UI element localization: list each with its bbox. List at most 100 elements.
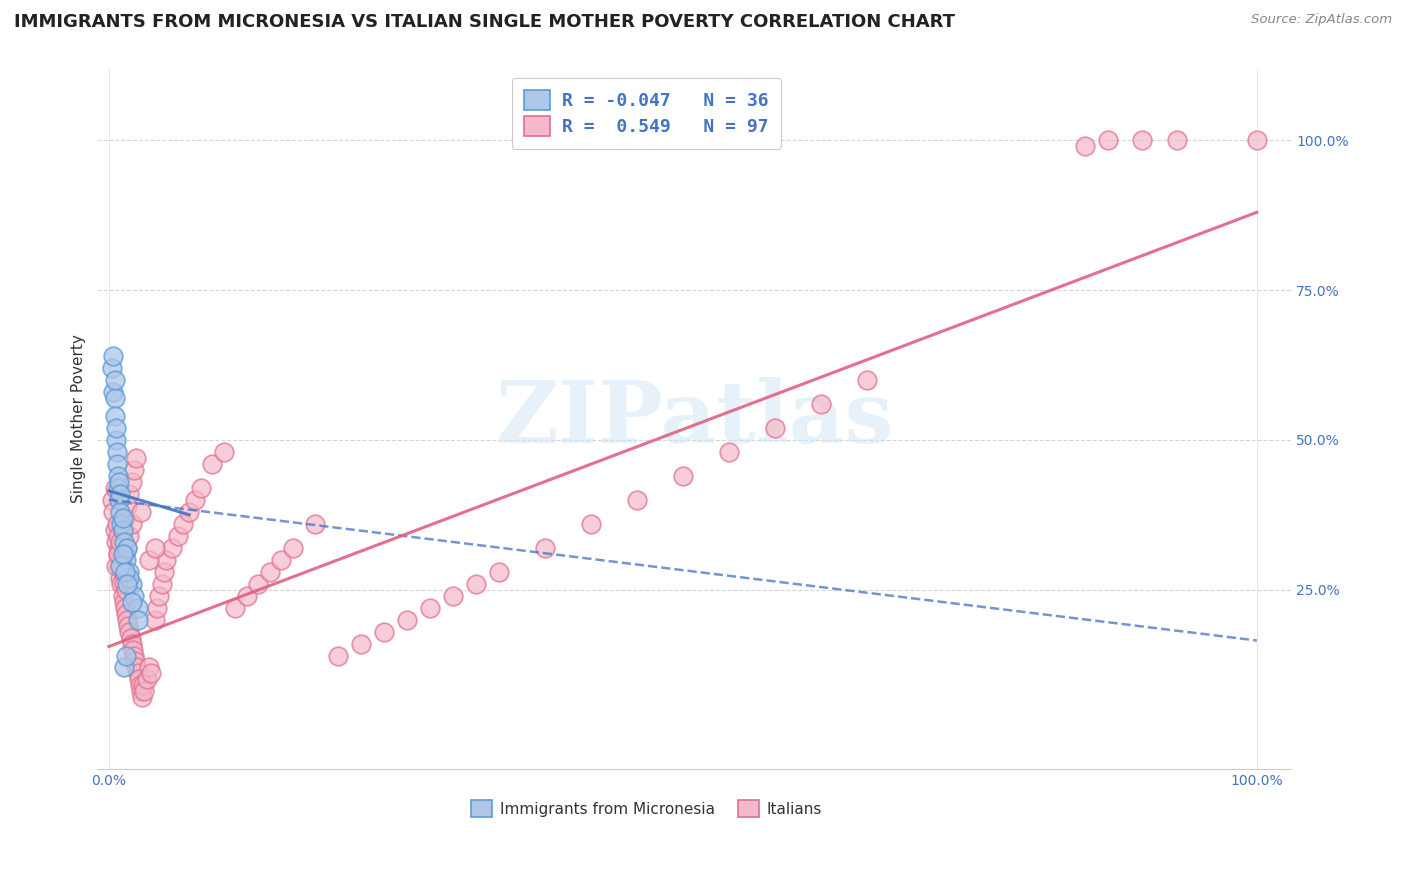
Point (1130, 133, 1153, 147)
Point (107, 529, 129, 543)
Point (270, 552, 292, 566)
Point (626, 492, 648, 507)
Point (118, 565, 141, 579)
Point (111, 523, 134, 537)
Point (101, 361, 124, 376)
Point (105, 516, 128, 531)
Point (112, 534, 135, 549)
Point (103, 481, 125, 495)
Point (125, 450, 148, 465)
Point (134, 684, 156, 698)
Point (855, 373, 877, 387)
Point (534, 541, 557, 555)
Point (111, 589, 134, 603)
Point (1246, 133, 1268, 147)
Text: ZIPatlas: ZIPatlas (495, 377, 893, 461)
Point (1097, 133, 1119, 147)
Point (107, 481, 129, 495)
Point (105, 457, 128, 471)
Point (127, 600, 149, 615)
Point (131, 690, 153, 705)
Point (128, 678, 150, 692)
Point (118, 529, 141, 543)
Point (115, 541, 138, 555)
Point (259, 565, 281, 579)
Point (132, 678, 155, 692)
Point (373, 624, 395, 639)
Point (122, 648, 145, 663)
Point (304, 516, 326, 531)
Point (717, 445, 740, 459)
Point (143, 613, 166, 627)
Point (235, 589, 257, 603)
Point (148, 589, 170, 603)
Point (115, 499, 138, 513)
Point (104, 433, 127, 447)
Point (103, 391, 125, 405)
Y-axis label: Single Mother Poverty: Single Mother Poverty (72, 334, 86, 503)
Point (122, 642, 145, 657)
Point (441, 589, 464, 603)
Point (108, 492, 131, 507)
Point (127, 666, 149, 681)
Point (138, 660, 160, 674)
Point (118, 487, 141, 501)
Legend: Immigrants from Micronesia, Italians: Immigrants from Micronesia, Italians (463, 793, 830, 825)
Point (108, 558, 131, 573)
Point (110, 576, 132, 591)
Point (810, 397, 832, 411)
Point (103, 505, 125, 519)
Point (112, 594, 135, 608)
Point (118, 624, 141, 639)
Point (104, 534, 127, 549)
Point (172, 516, 194, 531)
Point (122, 463, 145, 477)
Point (138, 552, 160, 566)
Point (153, 565, 176, 579)
Point (350, 636, 373, 650)
Point (120, 631, 142, 645)
Point (111, 523, 134, 537)
Point (111, 547, 134, 561)
Point (110, 534, 132, 549)
Point (108, 541, 131, 555)
Point (105, 445, 128, 459)
Point (114, 510, 136, 524)
Point (114, 547, 136, 561)
Point (115, 541, 138, 555)
Point (103, 409, 125, 423)
Point (107, 547, 129, 561)
Point (465, 576, 488, 591)
Point (146, 600, 169, 615)
Point (111, 565, 134, 579)
Point (103, 523, 125, 537)
Point (115, 552, 138, 566)
Point (114, 600, 136, 615)
Point (127, 613, 149, 627)
Point (122, 589, 145, 603)
Point (111, 510, 134, 524)
Point (103, 349, 125, 363)
Point (107, 468, 129, 483)
Point (419, 600, 441, 615)
Point (155, 552, 177, 566)
Point (118, 571, 141, 585)
Point (110, 487, 132, 501)
Point (104, 558, 127, 573)
Point (115, 613, 138, 627)
Point (115, 648, 138, 663)
Point (112, 660, 135, 674)
Point (247, 576, 270, 591)
Point (166, 529, 188, 543)
Point (179, 505, 201, 519)
Point (125, 660, 148, 674)
Point (212, 445, 235, 459)
Point (114, 565, 136, 579)
Point (128, 673, 150, 687)
Point (110, 571, 132, 585)
Point (224, 600, 246, 615)
Point (141, 666, 163, 681)
Text: IMMIGRANTS FROM MICRONESIA VS ITALIAN SINGLE MOTHER POVERTY CORRELATION CHART: IMMIGRANTS FROM MICRONESIA VS ITALIAN SI… (14, 13, 955, 31)
Point (129, 505, 152, 519)
Point (579, 516, 602, 531)
